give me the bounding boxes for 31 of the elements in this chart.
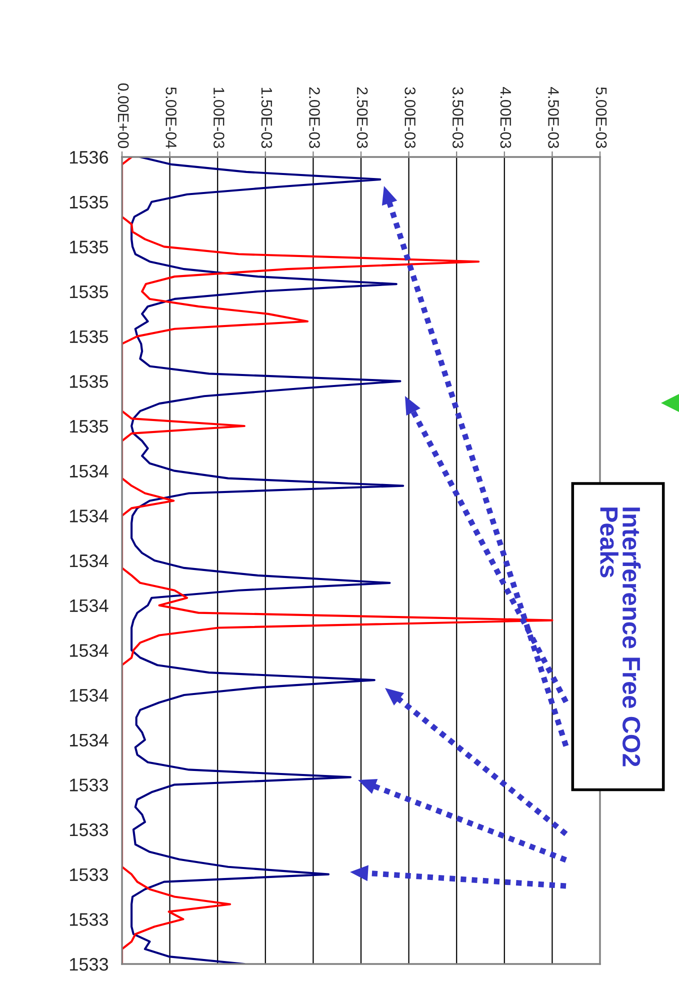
y-tick-label: 1534 bbox=[70, 464, 108, 478]
y-tick-label: 1534 bbox=[70, 599, 108, 612]
x-tick-label: 0.00E+00 bbox=[118, 83, 129, 148]
x-tick-label: 1.00E-03 bbox=[214, 88, 224, 148]
y-tick-label: 1533 bbox=[70, 868, 108, 882]
y-tick-label: 1535 bbox=[70, 240, 108, 254]
y-tick-label: 1533 bbox=[70, 913, 108, 926]
y-tick-label: 1534 bbox=[70, 688, 108, 702]
x-tick-label: 4.50E-03 bbox=[548, 87, 559, 148]
x-tick-label: 2.50E-03 bbox=[356, 87, 368, 148]
y-tick-label: 1535 bbox=[70, 420, 108, 433]
y-tick-label: 1535 bbox=[70, 330, 108, 344]
text: Interference Free CO2 Peaks bbox=[600, 508, 641, 766]
x-tick-label: 5.00E-03 bbox=[596, 87, 607, 148]
y-tick-label: 1534 bbox=[70, 554, 108, 568]
x-tick-label: 1.50E-03 bbox=[261, 88, 272, 148]
x-tick-label: 3.00E-03 bbox=[404, 87, 416, 148]
y-tick-label: 1535 bbox=[70, 375, 108, 388]
y-tick-label: 1533 bbox=[70, 958, 108, 971]
y-tick-label: 1534 bbox=[70, 734, 108, 747]
x-tick-label: 4.00E-03 bbox=[500, 87, 512, 148]
y-tick-label: 1534 bbox=[70, 510, 108, 522]
y-tick-label: 1535 bbox=[70, 285, 108, 298]
y-tick-label: 1536 bbox=[70, 150, 108, 164]
x-tick-label: 3.50E-03 bbox=[452, 87, 464, 148]
y-tick-label: 1534 bbox=[70, 644, 108, 657]
y-tick-label: 1533 bbox=[70, 823, 108, 836]
x-tick-label: 5.00E-04 bbox=[166, 87, 177, 148]
x-tick-label: 2.00E-03 bbox=[309, 87, 320, 148]
y-tick-label: 1535 bbox=[70, 196, 108, 209]
y-tick-label: 1533 bbox=[70, 778, 108, 792]
